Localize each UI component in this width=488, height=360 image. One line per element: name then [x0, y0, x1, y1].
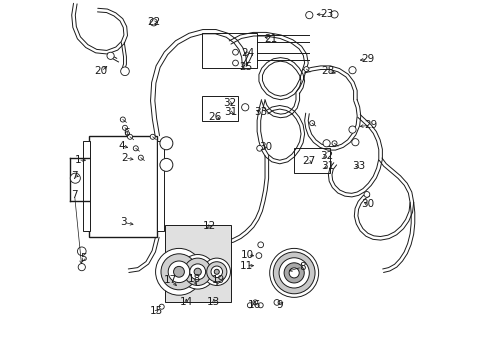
- Circle shape: [138, 155, 143, 160]
- Text: 22: 22: [147, 17, 160, 27]
- Circle shape: [331, 141, 336, 146]
- Circle shape: [133, 146, 138, 151]
- Circle shape: [120, 117, 125, 122]
- Text: 31: 31: [224, 107, 237, 117]
- Circle shape: [77, 247, 86, 256]
- Text: 12: 12: [202, 221, 215, 231]
- Text: 27: 27: [301, 156, 315, 166]
- Circle shape: [203, 258, 230, 285]
- Circle shape: [309, 121, 314, 126]
- Circle shape: [257, 242, 263, 248]
- Circle shape: [122, 125, 127, 130]
- Text: 7: 7: [71, 190, 78, 200]
- Circle shape: [189, 264, 205, 280]
- Bar: [89, 137, 156, 236]
- Bar: [89, 136, 157, 237]
- Circle shape: [161, 254, 197, 290]
- Circle shape: [232, 60, 238, 66]
- Circle shape: [150, 19, 157, 26]
- Circle shape: [284, 263, 304, 283]
- Text: 33: 33: [254, 107, 267, 117]
- Text: 7: 7: [71, 171, 78, 181]
- Circle shape: [273, 300, 279, 305]
- Text: 16: 16: [247, 300, 261, 310]
- Circle shape: [78, 264, 85, 271]
- Text: 3: 3: [121, 217, 127, 228]
- Circle shape: [206, 262, 226, 282]
- Text: 20: 20: [95, 66, 107, 76]
- Circle shape: [258, 303, 263, 308]
- Text: 9: 9: [276, 300, 283, 310]
- Bar: [156, 141, 163, 231]
- Circle shape: [256, 145, 262, 151]
- Text: 14: 14: [179, 297, 192, 307]
- Text: 10: 10: [240, 250, 253, 260]
- Text: 25: 25: [239, 62, 252, 72]
- Bar: [164, 225, 231, 302]
- Text: 29: 29: [360, 54, 373, 64]
- Text: 13: 13: [207, 297, 220, 307]
- Bar: [82, 141, 89, 231]
- Circle shape: [155, 248, 202, 295]
- Circle shape: [107, 52, 114, 59]
- Circle shape: [256, 253, 261, 258]
- Text: 33: 33: [352, 161, 365, 171]
- Text: 18: 18: [187, 274, 200, 284]
- Circle shape: [173, 266, 184, 277]
- Text: 32: 32: [223, 98, 236, 108]
- Text: 21: 21: [263, 34, 277, 44]
- Text: 4: 4: [118, 141, 124, 151]
- Text: 1: 1: [75, 155, 81, 165]
- Text: 30: 30: [258, 142, 271, 152]
- Circle shape: [194, 268, 201, 275]
- Circle shape: [159, 304, 164, 309]
- Circle shape: [150, 134, 155, 139]
- Text: 17: 17: [164, 275, 177, 285]
- Circle shape: [330, 11, 337, 18]
- Circle shape: [121, 67, 129, 76]
- Text: 30: 30: [360, 199, 373, 210]
- Text: 32: 32: [319, 150, 332, 161]
- Circle shape: [273, 252, 314, 294]
- Text: 6: 6: [123, 128, 129, 138]
- Text: 31: 31: [321, 161, 334, 171]
- Text: 2: 2: [122, 153, 128, 163]
- Circle shape: [168, 261, 189, 283]
- Circle shape: [269, 248, 318, 297]
- Text: 11: 11: [239, 261, 252, 271]
- Circle shape: [351, 139, 358, 146]
- Circle shape: [127, 134, 132, 139]
- Circle shape: [348, 67, 355, 74]
- Text: 24: 24: [241, 48, 254, 58]
- Circle shape: [288, 268, 299, 278]
- Circle shape: [303, 67, 308, 72]
- Circle shape: [214, 269, 219, 274]
- Circle shape: [363, 192, 369, 197]
- Text: 26: 26: [208, 112, 221, 122]
- Circle shape: [232, 49, 238, 55]
- Circle shape: [180, 255, 215, 289]
- Circle shape: [160, 137, 172, 150]
- Circle shape: [160, 158, 172, 171]
- Text: 15: 15: [149, 306, 163, 316]
- Text: 23: 23: [319, 9, 332, 19]
- Circle shape: [211, 266, 222, 278]
- Bar: [294, 148, 329, 173]
- Text: 29: 29: [363, 120, 376, 130]
- Text: 8: 8: [298, 262, 305, 272]
- Circle shape: [183, 258, 211, 285]
- Bar: [202, 96, 238, 121]
- Circle shape: [252, 300, 257, 305]
- Text: 28: 28: [321, 66, 334, 76]
- Circle shape: [279, 258, 309, 288]
- Text: 5: 5: [80, 253, 87, 264]
- Circle shape: [70, 173, 80, 183]
- Text: 19: 19: [211, 275, 225, 285]
- Circle shape: [241, 104, 248, 111]
- Bar: [202, 33, 256, 68]
- Circle shape: [348, 126, 355, 133]
- Circle shape: [322, 140, 329, 147]
- Circle shape: [305, 12, 312, 19]
- Circle shape: [247, 303, 252, 308]
